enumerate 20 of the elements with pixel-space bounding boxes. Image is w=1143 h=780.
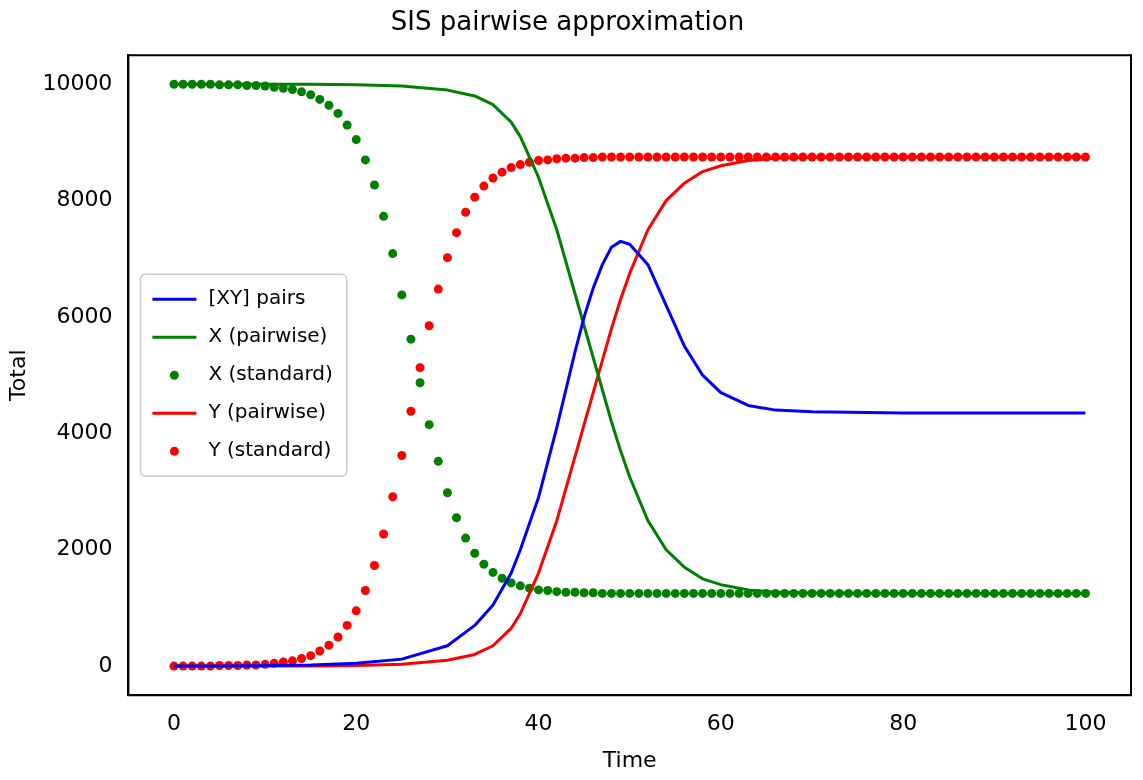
x-tick-label: 20 (342, 710, 371, 736)
chart-title: SIS pairwise approximation (390, 6, 745, 37)
y-tick-label: 2000 (56, 535, 113, 561)
x-tick-label: 100 (1064, 710, 1107, 736)
x-axis-title: Time (601, 746, 657, 772)
y-tick-label: 6000 (56, 302, 113, 328)
x-tick-label: 80 (889, 710, 918, 736)
x-tick-label: 0 (166, 710, 181, 736)
y-axis-title: Total (4, 349, 30, 402)
legend-label: Y (pairwise) (207, 399, 326, 424)
x-tick-label: 40 (524, 710, 553, 736)
y-tick-label: 8000 (56, 186, 113, 212)
legend-label: X (standard) (208, 361, 333, 386)
legend-label: [XY] pairs (208, 285, 306, 310)
y-tick-label: 0 (98, 651, 113, 677)
x-tick-label: 60 (706, 710, 735, 736)
y-tick-label: 10000 (42, 70, 113, 96)
legend-label: Y (standard) (207, 437, 332, 462)
legend-label: X (pairwise) (208, 323, 328, 348)
y-tick-label: 4000 (56, 419, 113, 445)
